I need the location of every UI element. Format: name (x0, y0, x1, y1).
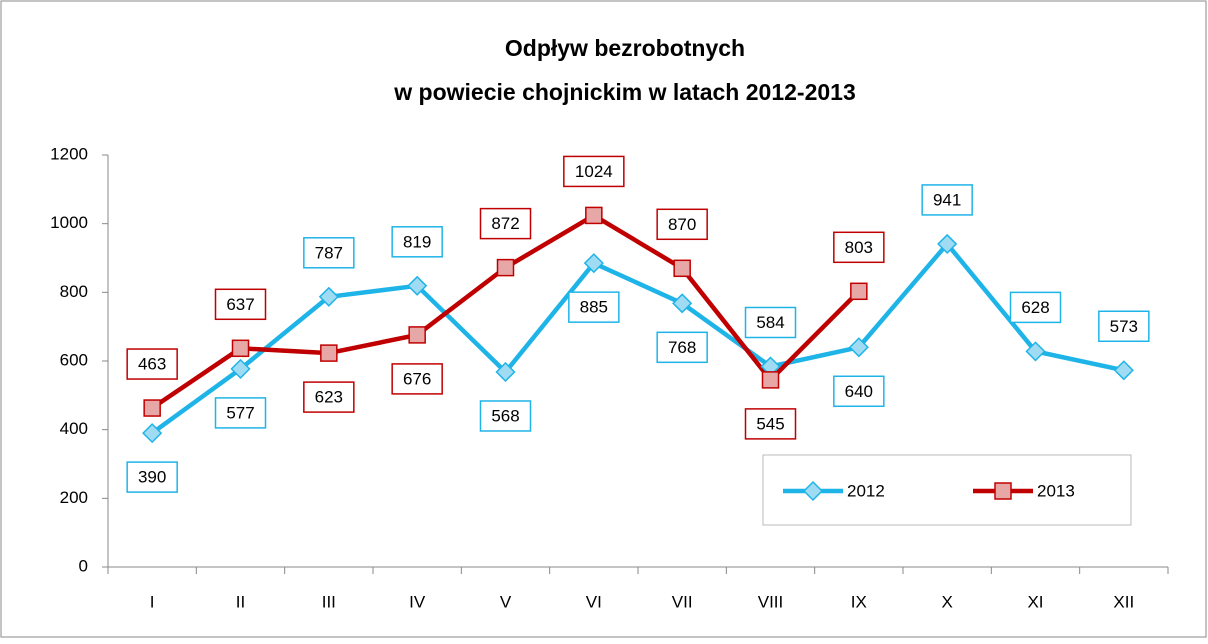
y-tick-label: 1000 (50, 213, 88, 232)
data-label: 872 (491, 214, 519, 233)
legend-label: 2013 (1037, 481, 1075, 500)
marker (320, 344, 338, 362)
data-label-box (1098, 310, 1150, 343)
data-label-box (391, 226, 443, 258)
data-label: 584 (756, 313, 784, 332)
chart-title: w powiecie chojnickim w latach 2012-2013 (393, 79, 855, 105)
data-label-box (479, 207, 532, 240)
chart-title: Odpływ bezrobotnych (505, 35, 745, 61)
y-tick-label: 600 (60, 350, 88, 369)
marker (937, 233, 958, 254)
x-tick-label: XII (1113, 592, 1134, 611)
data-label: 1024 (575, 162, 613, 181)
data-label: 870 (668, 215, 696, 234)
x-tick-label: X (941, 592, 952, 611)
y-tick-label: 800 (60, 282, 88, 301)
data-label-box (563, 155, 625, 188)
data-label: 577 (226, 403, 254, 422)
data-label: 640 (845, 382, 873, 401)
data-label: 941 (933, 190, 961, 209)
y-tick-label: 400 (60, 419, 88, 438)
data-label-box (744, 306, 797, 339)
data-label-box (391, 363, 443, 395)
data-label-box (126, 348, 178, 380)
marker (761, 371, 780, 389)
x-tick-label: XI (1027, 592, 1043, 611)
data-label: 545 (756, 414, 784, 433)
marker (1025, 341, 1046, 362)
data-label: 623 (315, 388, 343, 407)
marker (1113, 360, 1134, 381)
y-tick-label: 200 (60, 488, 88, 507)
x-tick-label: III (322, 592, 336, 611)
marker (585, 206, 603, 225)
x-tick-label: II (236, 592, 245, 611)
marker (850, 282, 868, 301)
data-label: 676 (403, 369, 431, 388)
marker (802, 480, 824, 502)
x-tick-label: IX (851, 592, 867, 611)
marker (848, 337, 869, 358)
data-label-box (303, 381, 355, 413)
data-label: 637 (226, 295, 254, 314)
data-label-box (214, 288, 267, 321)
data-label: 819 (403, 232, 431, 251)
marker (496, 258, 515, 277)
data-label: 628 (1021, 298, 1049, 317)
marker (318, 286, 339, 307)
data-label-box (921, 184, 973, 216)
data-label: 573 (1110, 317, 1138, 336)
data-label-box (479, 400, 532, 432)
y-tick-label: 0 (79, 556, 88, 575)
data-label: 768 (668, 338, 696, 357)
marker (231, 339, 250, 358)
x-tick-label: I (150, 592, 155, 611)
data-label-box (303, 237, 355, 269)
y-tick-label: 1200 (50, 144, 88, 163)
data-label: 885 (580, 298, 608, 317)
data-label-box (214, 397, 267, 429)
marker (142, 423, 163, 444)
data-label: 803 (845, 238, 873, 257)
marker (672, 293, 693, 314)
data-label-box (656, 331, 708, 364)
data-label-box (833, 231, 885, 264)
data-label-box (1009, 291, 1062, 324)
marker (583, 253, 604, 274)
x-tick-label: IV (409, 592, 426, 611)
legend-label: 2012 (847, 481, 885, 500)
x-tick-label: V (500, 592, 512, 611)
marker (407, 275, 428, 296)
data-label-box (126, 461, 178, 493)
marker (495, 361, 516, 383)
x-tick-label: VIII (758, 592, 784, 611)
data-label: 787 (315, 243, 343, 262)
x-tick-label: VI (586, 592, 602, 611)
marker (994, 482, 1012, 500)
marker (408, 326, 426, 344)
marker (673, 259, 691, 278)
marker (230, 358, 251, 379)
data-label-box (744, 408, 797, 440)
data-label: 390 (138, 468, 166, 487)
data-label-box (568, 291, 620, 323)
data-label-box (833, 375, 885, 408)
data-label-box (656, 208, 708, 241)
data-label: 463 (138, 355, 166, 374)
x-tick-label: VII (672, 592, 693, 611)
marker (143, 399, 161, 417)
data-label: 568 (491, 406, 519, 425)
series-line (150, 241, 1125, 435)
